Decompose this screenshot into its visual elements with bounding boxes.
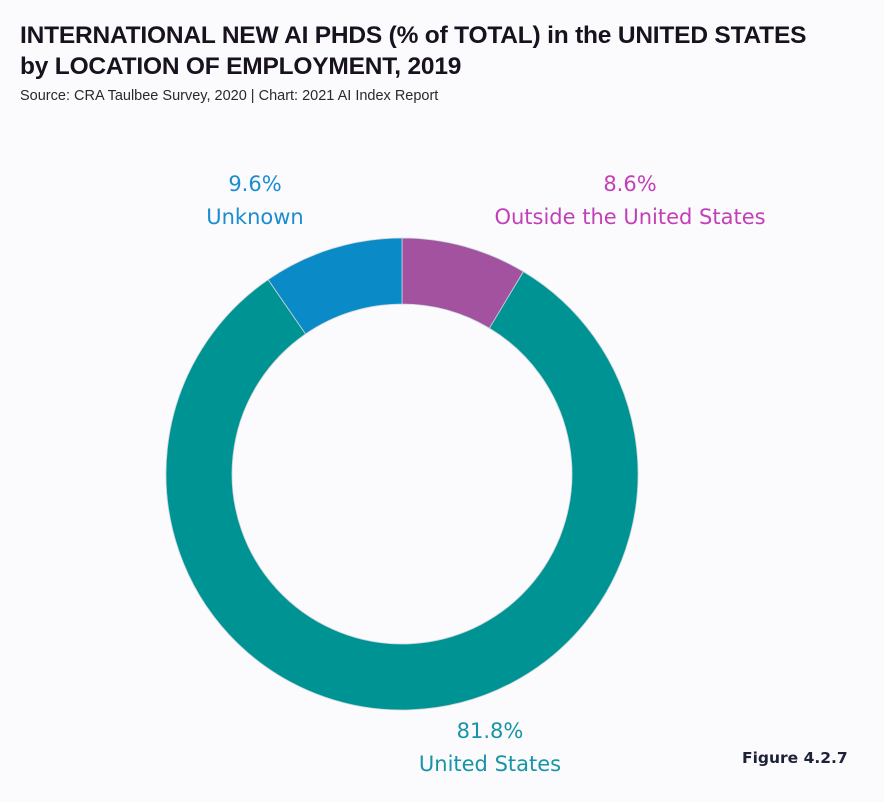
- label-unknown-value: 9.6%: [228, 172, 282, 196]
- chart-title-line-1: INTERNATIONAL NEW AI PHDS (% of TOTAL) i…: [20, 22, 807, 49]
- label-unknown: 9.6% Unknown: [165, 168, 345, 234]
- label-outside-name: Outside the United States: [494, 205, 766, 229]
- label-united-states: 81.8% United States: [390, 715, 590, 781]
- label-outside-united-states: 8.6% Outside the United States: [440, 168, 820, 234]
- slice-unknown: [267, 237, 403, 335]
- chart-subtitle: Source: CRA Taulbee Survey, 2020 | Chart…: [20, 88, 439, 104]
- label-us-name: United States: [418, 752, 562, 776]
- label-outside-value: 8.6%: [603, 172, 657, 196]
- figure-label: Figure 4.2.7: [742, 749, 848, 767]
- chart-title: INTERNATIONAL NEW AI PHDS (% of TOTAL) i…: [20, 20, 806, 82]
- label-unknown-name: Unknown: [206, 205, 304, 229]
- label-us-value: 81.8%: [456, 719, 524, 743]
- chart-title-line-2: by LOCATION OF EMPLOYMENT, 2019: [20, 53, 462, 80]
- slice-united-states: [165, 271, 639, 711]
